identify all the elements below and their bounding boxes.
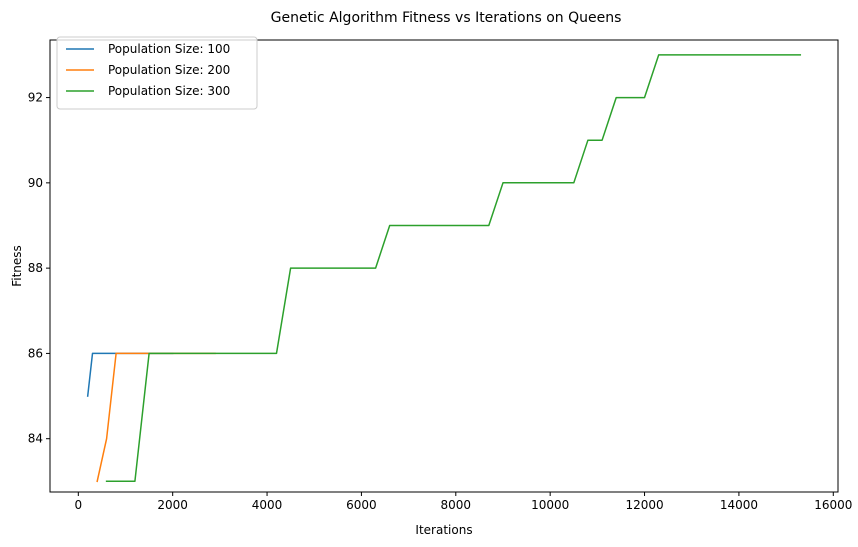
plot-frame: [49, 39, 839, 493]
x-tick-label: 6000: [346, 498, 377, 512]
x-axis-label: Iterations: [415, 523, 472, 537]
x-axis: 0 2000 4000 6000 8000 10000 12000 14000 16000: [74, 492, 852, 512]
legend-label: Population Size: 300: [108, 84, 230, 98]
legend-label: Population Size: 100: [108, 42, 230, 56]
y-axis-label: Fitness: [10, 245, 24, 287]
chart-title: Genetic Algorithm Fitness vs Iterations …: [271, 10, 622, 26]
y-tick-label: 88: [28, 261, 43, 275]
legend-label: Population Size: 200: [108, 63, 230, 77]
y-axis: 84 86 88 90 92: [28, 91, 50, 446]
x-tick-label: 4000: [252, 498, 283, 512]
x-tick-label: 2000: [157, 498, 188, 512]
series-line-2: [96, 352, 216, 483]
legend-box: [56, 36, 258, 110]
y-tick-label: 92: [28, 91, 43, 105]
x-tick-label: 10000: [531, 498, 569, 512]
legend: Population Size: 100 Population Size: 200…: [56, 36, 258, 110]
y-tick-label: 84: [28, 432, 43, 446]
x-tick-label: 16000: [814, 498, 852, 512]
series-line-1: [86, 352, 174, 397]
series-line-3: [105, 54, 802, 483]
plot-series: [86, 54, 802, 483]
y-tick-label: 90: [28, 176, 43, 190]
x-tick-label: 8000: [441, 498, 472, 512]
y-tick-label: 86: [28, 346, 43, 360]
x-tick-label: 14000: [720, 498, 758, 512]
x-tick-label: 12000: [625, 498, 663, 512]
x-tick-label: 0: [74, 498, 82, 512]
